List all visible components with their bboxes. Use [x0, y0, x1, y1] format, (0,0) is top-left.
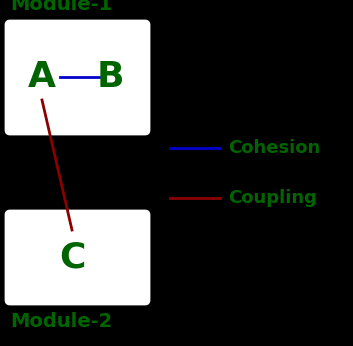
Text: A: A — [28, 60, 56, 94]
Text: B: B — [96, 60, 124, 94]
FancyBboxPatch shape — [6, 21, 149, 134]
Text: Coupling: Coupling — [228, 189, 317, 207]
Text: C: C — [59, 240, 85, 274]
Text: Module-2: Module-2 — [10, 312, 112, 331]
Text: Cohesion: Cohesion — [228, 139, 320, 157]
FancyBboxPatch shape — [6, 211, 149, 304]
Text: Module-1: Module-1 — [10, 0, 112, 14]
